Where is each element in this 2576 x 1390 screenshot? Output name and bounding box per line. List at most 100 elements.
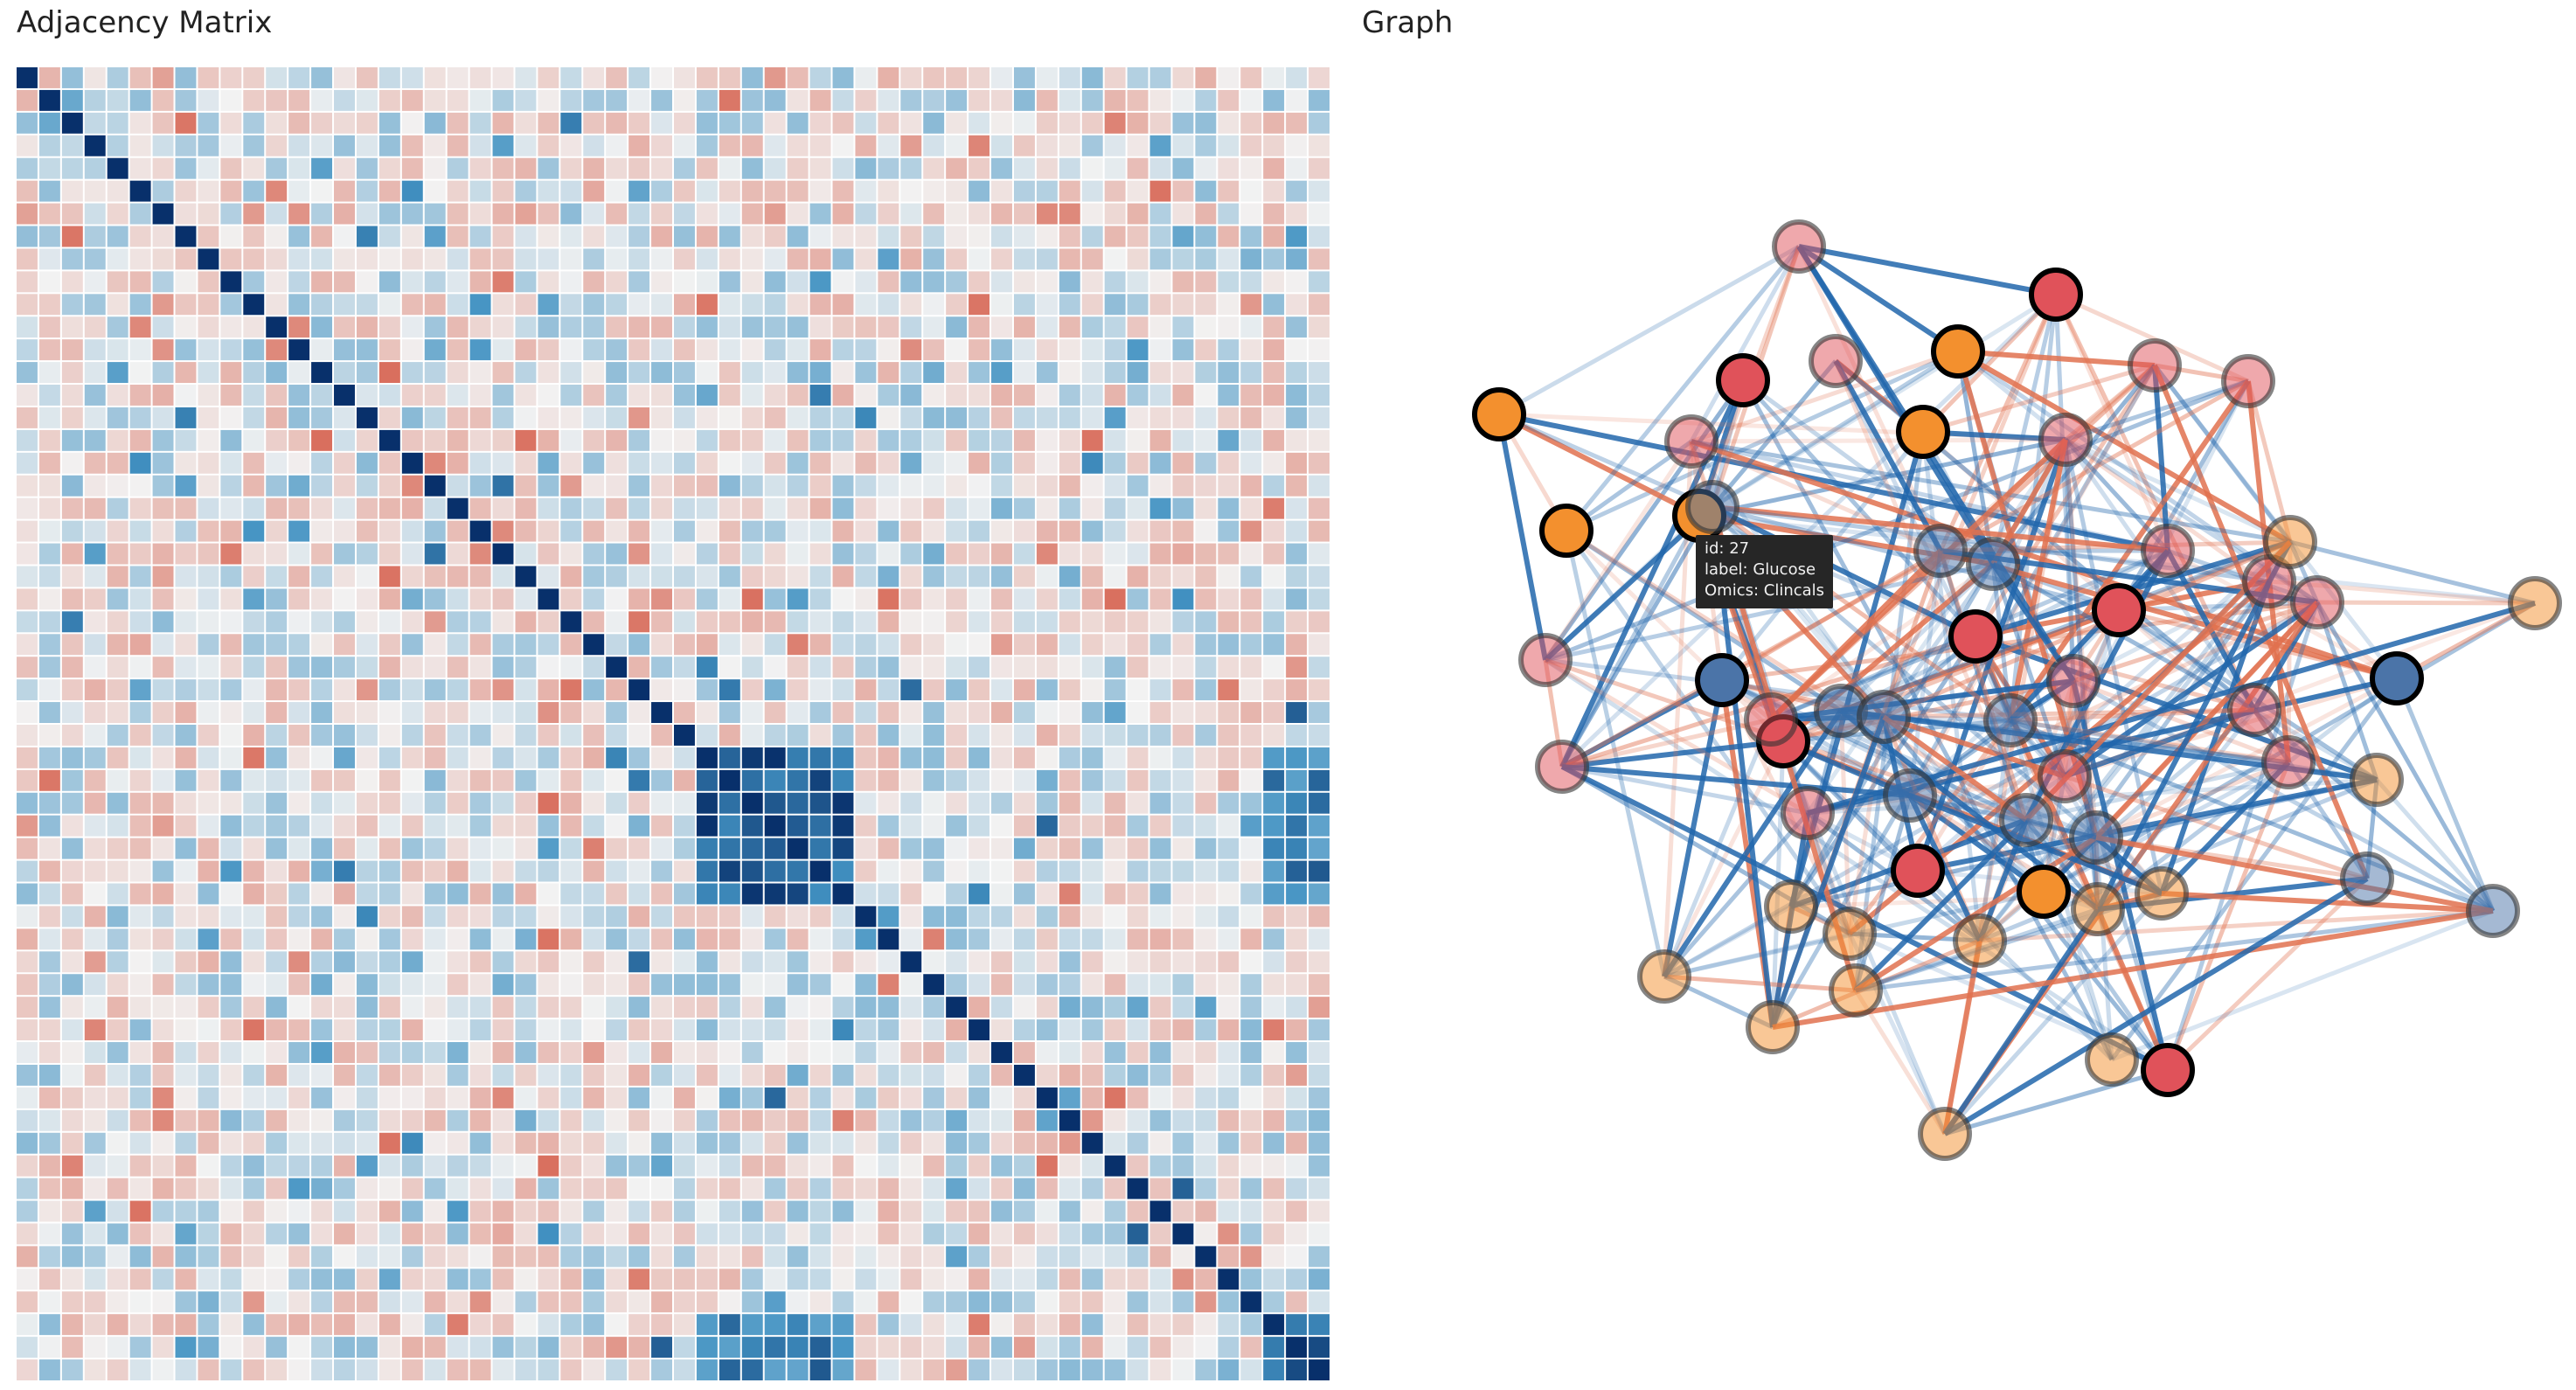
matrix-cell[interactable]: [492, 429, 514, 451]
matrix-cell[interactable]: [1309, 497, 1330, 519]
matrix-cell[interactable]: [560, 135, 582, 156]
matrix-cell[interactable]: [1149, 588, 1171, 610]
matrix-cell[interactable]: [356, 112, 378, 134]
matrix-cell[interactable]: [198, 452, 219, 474]
matrix-cell[interactable]: [311, 316, 333, 338]
matrix-cell[interactable]: [61, 385, 83, 406]
matrix-cell[interactable]: [401, 271, 423, 293]
matrix-cell[interactable]: [1195, 520, 1217, 542]
matrix-cell[interactable]: [1059, 452, 1080, 474]
matrix-cell[interactable]: [1286, 135, 1308, 156]
matrix-cell[interactable]: [1104, 407, 1126, 428]
matrix-cell[interactable]: [198, 67, 219, 88]
matrix-cell[interactable]: [198, 611, 219, 633]
matrix-cell[interactable]: [764, 135, 786, 156]
matrix-cell[interactable]: [1081, 497, 1103, 519]
matrix-cell[interactable]: [1172, 520, 1194, 542]
matrix-cell[interactable]: [266, 157, 288, 179]
matrix-cell[interactable]: [1172, 611, 1194, 633]
matrix-cell[interactable]: [651, 566, 672, 587]
matrix-cell[interactable]: [628, 339, 650, 361]
matrix-cell[interactable]: [175, 497, 197, 519]
matrix-cell[interactable]: [515, 429, 537, 451]
graph-node-9[interactable]: [1948, 609, 2003, 664]
matrix-cell[interactable]: [560, 452, 582, 474]
matrix-cell[interactable]: [1195, 157, 1217, 179]
matrix-cell[interactable]: [741, 611, 763, 633]
matrix-cell[interactable]: [674, 497, 695, 519]
matrix-cell[interactable]: [152, 385, 174, 406]
matrix-cell[interactable]: [855, 226, 877, 247]
matrix-cell[interactable]: [764, 362, 786, 384]
matrix-cell[interactable]: [243, 475, 265, 497]
matrix-cell[interactable]: [107, 362, 128, 384]
matrix-cell[interactable]: [38, 271, 60, 293]
matrix-cell[interactable]: [17, 316, 38, 338]
matrix-cell[interactable]: [628, 362, 650, 384]
matrix-cell[interactable]: [356, 226, 378, 247]
matrix-cell[interactable]: [741, 226, 763, 247]
matrix-cell[interactable]: [17, 634, 38, 656]
matrix-cell[interactable]: [492, 362, 514, 384]
matrix-cell[interactable]: [266, 67, 288, 88]
matrix-cell[interactable]: [538, 226, 559, 247]
matrix-cell[interactable]: [1081, 385, 1103, 406]
matrix-cell[interactable]: [628, 89, 650, 111]
matrix-cell[interactable]: [583, 135, 605, 156]
matrix-cell[interactable]: [220, 157, 242, 179]
matrix-cell[interactable]: [1127, 294, 1149, 316]
matrix-cell[interactable]: [1059, 89, 1080, 111]
matrix-cell[interactable]: [198, 634, 219, 656]
matrix-cell[interactable]: [1195, 429, 1217, 451]
matrix-cell[interactable]: [1195, 135, 1217, 156]
matrix-cell[interactable]: [447, 452, 469, 474]
matrix-cell[interactable]: [38, 339, 60, 361]
matrix-cell[interactable]: [152, 543, 174, 565]
graph-node-15[interactable]: [1772, 219, 1826, 274]
matrix-cell[interactable]: [61, 339, 83, 361]
matrix-cell[interactable]: [764, 89, 786, 111]
graph-node-23[interactable]: [2290, 575, 2344, 629]
matrix-cell[interactable]: [628, 452, 650, 474]
matrix-cell[interactable]: [606, 407, 628, 428]
graph-node-53[interactable]: [2069, 810, 2123, 865]
matrix-cell[interactable]: [1218, 385, 1239, 406]
matrix-cell[interactable]: [1195, 271, 1217, 293]
graph-node-47[interactable]: [1966, 537, 2020, 591]
matrix-cell[interactable]: [492, 475, 514, 497]
matrix-cell[interactable]: [923, 89, 945, 111]
matrix-cell[interactable]: [1104, 543, 1126, 565]
matrix-cell[interactable]: [492, 180, 514, 202]
matrix-cell[interactable]: [38, 429, 60, 451]
matrix-cell[interactable]: [469, 339, 491, 361]
matrix-cell[interactable]: [401, 634, 423, 656]
matrix-cell[interactable]: [334, 157, 355, 179]
matrix-cell[interactable]: [1286, 611, 1308, 633]
matrix-cell[interactable]: [855, 475, 877, 497]
matrix-cell[interactable]: [969, 611, 990, 633]
matrix-cell[interactable]: [469, 226, 491, 247]
matrix-cell[interactable]: [175, 634, 197, 656]
matrix-cell[interactable]: [1013, 611, 1035, 633]
matrix-cell[interactable]: [175, 543, 197, 565]
matrix-cell[interactable]: [628, 566, 650, 587]
matrix-cell[interactable]: [61, 475, 83, 497]
matrix-cell[interactable]: [719, 157, 740, 179]
matrix-cell[interactable]: [1218, 520, 1239, 542]
matrix-cell[interactable]: [764, 588, 786, 610]
matrix-cell[interactable]: [1036, 452, 1058, 474]
matrix-cell[interactable]: [606, 611, 628, 633]
matrix-cell[interactable]: [38, 203, 60, 225]
matrix-cell[interactable]: [900, 566, 922, 587]
matrix-cell[interactable]: [107, 611, 128, 633]
matrix-cell[interactable]: [492, 497, 514, 519]
matrix-cell[interactable]: [991, 429, 1012, 451]
matrix-cell[interactable]: [447, 157, 469, 179]
matrix-cell[interactable]: [1104, 157, 1126, 179]
matrix-cell[interactable]: [1218, 452, 1239, 474]
matrix-cell[interactable]: [356, 475, 378, 497]
matrix-cell[interactable]: [84, 248, 106, 270]
matrix-cell[interactable]: [651, 339, 672, 361]
matrix-cell[interactable]: [1309, 407, 1330, 428]
matrix-cell[interactable]: [175, 385, 197, 406]
